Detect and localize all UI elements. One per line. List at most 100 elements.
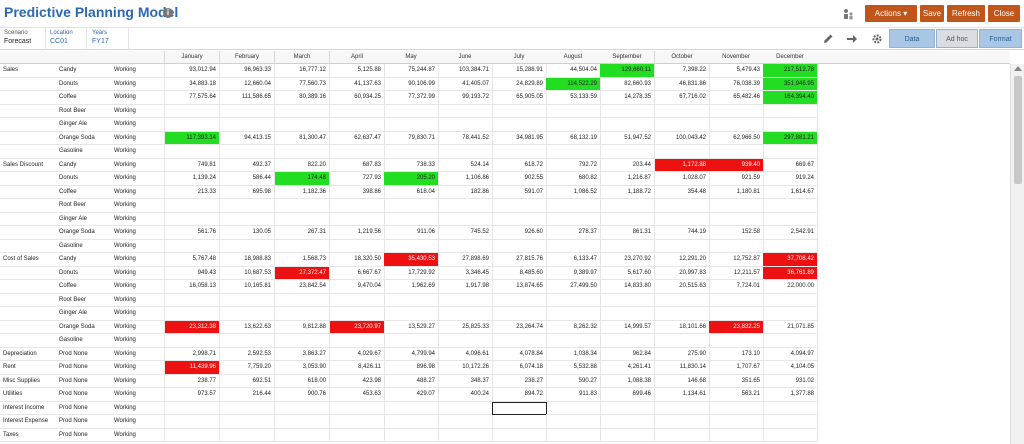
data-cell[interactable] — [384, 428, 439, 442]
data-cell[interactable] — [384, 199, 439, 213]
data-cell[interactable]: 4,078.84 — [492, 347, 547, 361]
data-cell[interactable]: 174.48 — [275, 172, 330, 186]
data-cell[interactable] — [763, 104, 818, 118]
data-cell[interactable]: 76,038.39 — [709, 77, 764, 91]
data-cell[interactable]: 11,830.14 — [655, 361, 710, 375]
data-cell[interactable]: 4,096.61 — [438, 347, 493, 361]
data-cell[interactable] — [709, 118, 764, 132]
data-cell[interactable] — [763, 415, 818, 429]
data-cell[interactable] — [220, 104, 275, 118]
data-cell[interactable] — [546, 334, 601, 348]
data-cell[interactable]: 9,389.97 — [546, 266, 601, 280]
data-cell[interactable]: 962.84 — [600, 347, 655, 361]
data-cell[interactable] — [763, 401, 818, 415]
data-cell[interactable]: 423.98 — [330, 374, 385, 388]
data-cell[interactable] — [438, 104, 493, 118]
actions-button[interactable]: Actions ▾ — [865, 5, 917, 22]
pencil-icon[interactable] — [822, 33, 834, 45]
column-header-april[interactable]: April — [330, 51, 385, 64]
data-cell[interactable] — [709, 428, 764, 442]
data-cell[interactable]: 2,592.53 — [220, 347, 275, 361]
data-cell[interactable]: 8,262.32 — [546, 320, 601, 334]
data-cell[interactable]: 152.58 — [709, 226, 764, 240]
data-cell[interactable] — [546, 415, 601, 429]
data-cell[interactable]: 81,300.47 — [275, 131, 330, 145]
data-cell[interactable]: 400.24 — [438, 388, 493, 402]
data-cell[interactable] — [384, 145, 439, 159]
column-header-june[interactable]: June — [438, 51, 493, 64]
data-cell[interactable] — [330, 334, 385, 348]
data-cell[interactable] — [165, 415, 220, 429]
data-cell[interactable]: 792.72 — [546, 158, 601, 172]
data-cell[interactable] — [165, 145, 220, 159]
data-cell[interactable]: 146.68 — [655, 374, 710, 388]
data-cell[interactable] — [330, 428, 385, 442]
data-cell[interactable]: 7,724.01 — [709, 280, 764, 294]
data-cell[interactable] — [384, 212, 439, 226]
data-cell[interactable] — [546, 239, 601, 253]
column-header-september[interactable]: September — [600, 51, 655, 64]
data-cell[interactable] — [655, 104, 710, 118]
data-cell[interactable]: 99,193.72 — [438, 91, 493, 105]
data-cell[interactable]: 27,898.69 — [438, 253, 493, 267]
data-cell[interactable] — [330, 118, 385, 132]
vertical-scrollbar[interactable] — [1010, 64, 1024, 444]
column-header-august[interactable]: August — [546, 51, 601, 64]
data-cell[interactable]: 129,660.11 — [600, 64, 655, 78]
data-cell[interactable] — [546, 293, 601, 307]
data-cell[interactable] — [600, 118, 655, 132]
data-cell[interactable]: 79,830.71 — [384, 131, 439, 145]
data-cell[interactable] — [438, 428, 493, 442]
data-cell[interactable] — [492, 401, 547, 415]
data-cell[interactable]: 2,542.91 — [763, 226, 818, 240]
data-cell[interactable]: 111,586.65 — [220, 91, 275, 105]
data-cell[interactable]: 114,522.29 — [546, 77, 601, 91]
data-cell[interactable] — [763, 118, 818, 132]
data-cell[interactable]: 896.98 — [384, 361, 439, 375]
data-cell[interactable] — [709, 401, 764, 415]
data-cell[interactable]: 205.20 — [384, 172, 439, 186]
data-cell[interactable] — [384, 104, 439, 118]
data-cell[interactable]: 117,393.14 — [165, 131, 220, 145]
data-cell[interactable]: 10,172.26 — [438, 361, 493, 375]
data-cell[interactable]: 7,759.20 — [220, 361, 275, 375]
data-cell[interactable]: 5,617.60 — [600, 266, 655, 280]
data-cell[interactable]: 738.33 — [384, 158, 439, 172]
data-cell[interactable] — [655, 293, 710, 307]
data-cell[interactable] — [438, 199, 493, 213]
data-cell[interactable]: 926.60 — [492, 226, 547, 240]
data-cell[interactable]: 973.57 — [165, 388, 220, 402]
data-cell[interactable]: 11,439.96 — [165, 361, 220, 375]
data-cell[interactable]: 10,687.53 — [220, 266, 275, 280]
column-header-december[interactable]: December — [763, 51, 818, 64]
data-cell[interactable]: 618.04 — [384, 185, 439, 199]
data-cell[interactable]: 351,946.95 — [763, 77, 818, 91]
data-cell[interactable]: 12,211.57 — [709, 266, 764, 280]
data-cell[interactable] — [492, 199, 547, 213]
data-cell[interactable]: 17,729.92 — [384, 266, 439, 280]
data-cell[interactable] — [275, 428, 330, 442]
data-cell[interactable]: 60,934.25 — [330, 91, 385, 105]
data-cell[interactable]: 35,430.53 — [384, 253, 439, 267]
data-cell[interactable]: 695.98 — [220, 185, 275, 199]
data-cell[interactable] — [165, 199, 220, 213]
data-cell[interactable] — [492, 293, 547, 307]
data-cell[interactable]: 727.93 — [330, 172, 385, 186]
data-cell[interactable]: 1,707.67 — [709, 361, 764, 375]
data-cell[interactable]: 1,106.86 — [438, 172, 493, 186]
data-cell[interactable]: 1,377.88 — [763, 388, 818, 402]
data-cell[interactable]: 561.76 — [165, 226, 220, 240]
data-cell[interactable] — [220, 428, 275, 442]
data-cell[interactable]: 103,384.71 — [438, 64, 493, 78]
data-cell[interactable]: 41,405.07 — [438, 77, 493, 91]
data-cell[interactable] — [384, 293, 439, 307]
data-cell[interactable]: 93,012.94 — [165, 64, 220, 78]
close-button[interactable]: Close — [988, 5, 1020, 22]
data-cell[interactable] — [165, 104, 220, 118]
data-cell[interactable] — [763, 428, 818, 442]
data-cell[interactable] — [492, 334, 547, 348]
data-cell[interactable] — [275, 307, 330, 321]
data-cell[interactable]: 1,614.67 — [763, 185, 818, 199]
data-cell[interactable]: 8,426.11 — [330, 361, 385, 375]
data-cell[interactable]: 62,637.47 — [330, 131, 385, 145]
